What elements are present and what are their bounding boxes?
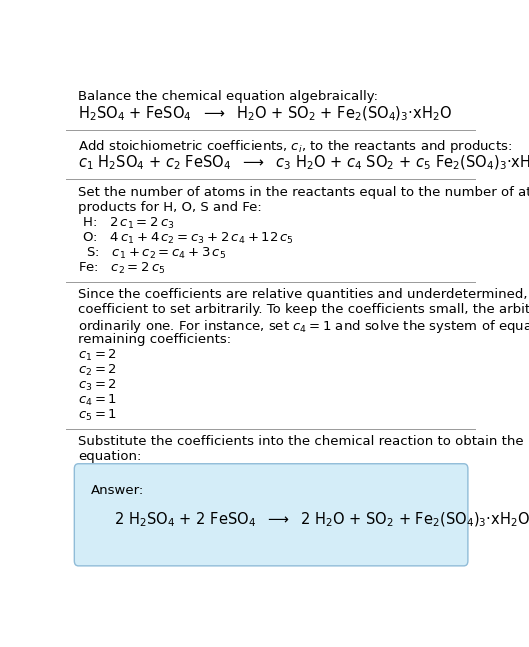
Text: Balance the chemical equation algebraically:: Balance the chemical equation algebraica…: [78, 90, 378, 103]
Text: H:   $2\,c_1 = 2\,c_3$: H: $2\,c_1 = 2\,c_3$: [78, 215, 175, 231]
Text: H$_2$SO$_4$ + FeSO$_4$  $\longrightarrow$  H$_2$O + SO$_2$ + Fe$_2$(SO$_4$)$_3$·: H$_2$SO$_4$ + FeSO$_4$ $\longrightarrow$…: [78, 105, 452, 124]
Text: Since the coefficients are relative quantities and underdetermined, choose a: Since the coefficients are relative quan…: [78, 289, 529, 302]
Text: Answer:: Answer:: [91, 484, 144, 497]
FancyBboxPatch shape: [74, 464, 468, 566]
Text: 2 H$_2$SO$_4$ + 2 FeSO$_4$  $\longrightarrow$  2 H$_2$O + SO$_2$ + Fe$_2$(SO$_4$: 2 H$_2$SO$_4$ + 2 FeSO$_4$ $\longrightar…: [91, 511, 529, 529]
Text: $c_2 = 2$: $c_2 = 2$: [78, 363, 117, 378]
Text: Set the number of atoms in the reactants equal to the number of atoms in the: Set the number of atoms in the reactants…: [78, 186, 529, 199]
Text: $c_4 = 1$: $c_4 = 1$: [78, 393, 117, 408]
Text: S:   $c_1 + c_2 = c_4 + 3\,c_5$: S: $c_1 + c_2 = c_4 + 3\,c_5$: [78, 245, 226, 261]
Text: equation:: equation:: [78, 450, 142, 463]
Text: remaining coefficients:: remaining coefficients:: [78, 333, 232, 346]
Text: $c_5 = 1$: $c_5 = 1$: [78, 408, 117, 423]
Text: ordinarily one. For instance, set $c_4 = 1$ and solve the system of equations fo: ordinarily one. For instance, set $c_4 =…: [78, 318, 529, 335]
Text: Substitute the coefficients into the chemical reaction to obtain the balanced: Substitute the coefficients into the che…: [78, 435, 529, 448]
Text: $c_1$ H$_2$SO$_4$ + $c_2$ FeSO$_4$  $\longrightarrow$  $c_3$ H$_2$O + $c_4$ SO$_: $c_1$ H$_2$SO$_4$ + $c_2$ FeSO$_4$ $\lon…: [78, 153, 529, 171]
Text: products for H, O, S and Fe:: products for H, O, S and Fe:: [78, 201, 262, 214]
Text: Fe:   $c_2 = 2\,c_5$: Fe: $c_2 = 2\,c_5$: [78, 261, 166, 276]
Text: Add stoichiometric coefficients, $c_i$, to the reactants and products:: Add stoichiometric coefficients, $c_i$, …: [78, 138, 513, 155]
Text: $c_3 = 2$: $c_3 = 2$: [78, 378, 117, 393]
Text: $c_1 = 2$: $c_1 = 2$: [78, 348, 117, 363]
Text: O:   $4\,c_1 + 4\,c_2 = c_3 + 2\,c_4 + 12\,c_5$: O: $4\,c_1 + 4\,c_2 = c_3 + 2\,c_4 + 12\…: [78, 230, 295, 246]
Text: coefficient to set arbitrarily. To keep the coefficients small, the arbitrary va: coefficient to set arbitrarily. To keep …: [78, 303, 529, 316]
